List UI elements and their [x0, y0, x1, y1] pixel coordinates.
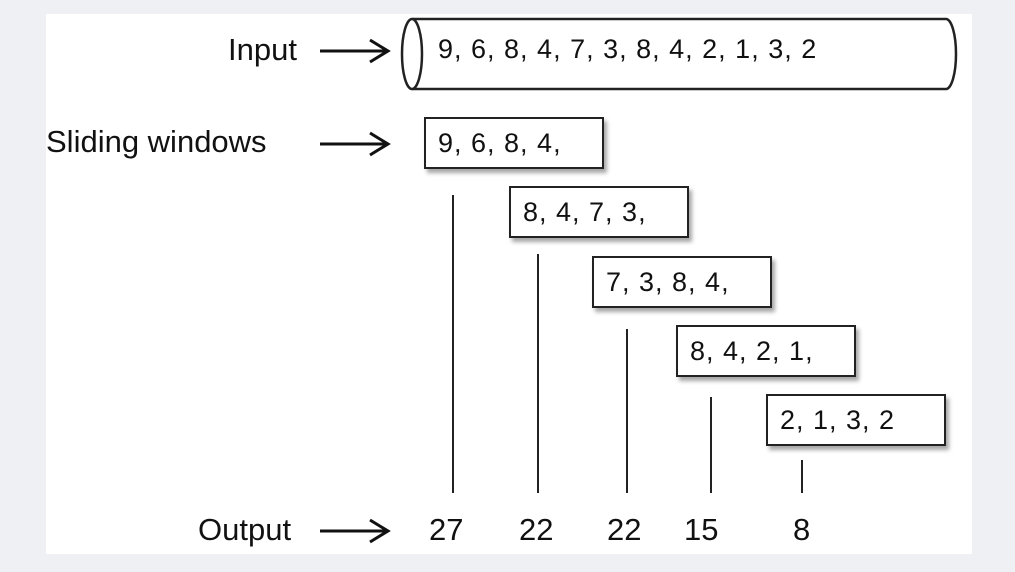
window-4-connector — [710, 397, 712, 493]
input-stream-values: 9, 6, 8, 4, 7, 3, 8, 4, 2, 1, 3, 2 — [438, 34, 818, 64]
output-value-4: 15 — [684, 512, 719, 547]
window-3-connector — [626, 329, 628, 493]
window-5-connector — [801, 460, 803, 493]
window-box-2: 8, 4, 7, 3, — [509, 186, 689, 238]
diagram-panel — [46, 14, 972, 554]
output-value-5: 8 — [793, 512, 811, 547]
input-label: Input — [228, 32, 297, 67]
sliding-windows-label: Sliding windows — [46, 124, 267, 159]
input-stream-cylinder — [400, 17, 958, 91]
output-value-2: 22 — [519, 512, 554, 547]
window-box-5: 2, 1, 3, 2 — [766, 394, 946, 446]
output-arrow-icon — [320, 518, 391, 544]
input-arrow-icon — [320, 38, 391, 64]
output-label: Output — [198, 512, 292, 547]
output-value-3: 22 — [607, 512, 642, 547]
window-box-1: 9, 6, 8, 4, — [424, 117, 604, 169]
window-1-connector — [452, 195, 454, 493]
window-box-4: 8, 4, 2, 1, — [676, 325, 856, 377]
output-value-1: 27 — [429, 512, 464, 547]
window-2-connector — [537, 254, 539, 493]
sliding-windows-arrow-icon — [320, 131, 391, 157]
window-box-3: 7, 3, 8, 4, — [592, 256, 772, 308]
